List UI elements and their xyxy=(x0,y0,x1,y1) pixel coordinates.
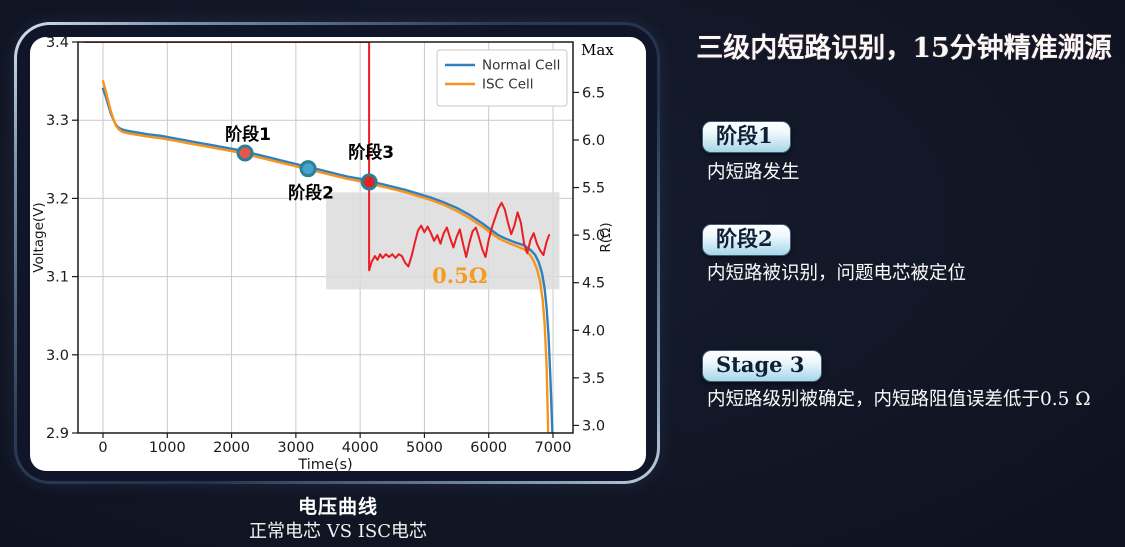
y-left-axis-title: Voltage(V) xyxy=(31,202,47,272)
y-right-tick-label: 4.5 xyxy=(582,276,605,292)
y-left-tick-label: 2.9 xyxy=(46,426,69,442)
y-right-tick-label: 6.5 xyxy=(582,85,605,101)
stage-2-description: 内短路被识别，问题电芯被定位 xyxy=(707,263,967,284)
x-tick-label: 5000 xyxy=(406,440,443,456)
y-left-tick-label: 3.1 xyxy=(46,270,69,286)
y-right-tick-label: 4.0 xyxy=(582,323,605,339)
x-tick-label: 1000 xyxy=(149,440,186,456)
y-left-tick-label: 3.2 xyxy=(46,191,69,207)
y-right-tick-label: 3.5 xyxy=(582,371,605,387)
x-axis-title: Time(s) xyxy=(297,457,352,471)
y-left-tick-label: 3.3 xyxy=(46,113,69,129)
stage-marker-2 xyxy=(299,160,317,178)
x-tick-label: 6000 xyxy=(470,440,507,456)
stage-marker-3 xyxy=(360,173,378,191)
y-right-tick-label: 5.0 xyxy=(582,228,605,244)
x-tick-label: 7000 xyxy=(535,440,572,456)
plot-border xyxy=(77,41,574,434)
x-tick-label: 2000 xyxy=(213,440,250,456)
stage-3-badge: Stage 3 xyxy=(702,350,823,382)
error-band-region xyxy=(326,192,560,290)
x-tick-label: 4000 xyxy=(342,440,379,456)
stage-annotation-label-3: 阶段3 xyxy=(348,142,394,163)
y-right-axis-title: R(Ω) xyxy=(598,222,614,252)
y-left-tick-label: 3.4 xyxy=(46,37,69,51)
y-left-tick-label: 3.0 xyxy=(46,348,69,364)
normal-cell-line xyxy=(101,87,554,433)
x-tick-label: 3000 xyxy=(277,440,314,456)
isc-cell-line xyxy=(101,79,550,433)
isc-resistance-line xyxy=(84,42,551,272)
stage-3-description: 内短路级别被确定，内短路阻值误差低于0.5 Ω xyxy=(707,389,1091,410)
y-right-tick-label: 6.0 xyxy=(582,133,605,149)
legend-label: ISC Cell xyxy=(482,77,534,93)
y-right-tick-label: 3.0 xyxy=(582,418,605,434)
page-title: 三级内短路识别，15分钟精准溯源 xyxy=(696,33,1112,64)
y-right-tick-label: 5.5 xyxy=(582,181,605,197)
figure-caption-subtitle: 正常电芯 VS ISC电芯 xyxy=(249,521,427,542)
resistance-value-label: 0.5Ω xyxy=(432,263,487,288)
figure-caption-title: 电压曲线 xyxy=(297,496,378,518)
stage-1-description: 内短路发生 xyxy=(707,162,800,183)
stage-marker-1 xyxy=(236,144,254,162)
stage-1-badge: 阶段1 xyxy=(702,121,791,153)
line-chart-svg: 0.5Ω 0 1000 2000 3000 4000 5000 6000 7000 3.4 3.3 3… xyxy=(31,37,614,471)
stage-2-badge: 阶段2 xyxy=(702,224,791,256)
stage-annotation-label-1: 阶段1 xyxy=(225,124,271,145)
chart-card: 0.5Ω 0 1000 2000 3000 4000 5000 6000 7000 3.4 3.3 3… xyxy=(30,37,646,471)
x-tick-label: 0 xyxy=(98,440,107,456)
right-axis-max-label: Max xyxy=(581,41,614,59)
legend-label: Normal Cell xyxy=(482,58,560,74)
stage-annotation-label-2: 阶段2 xyxy=(288,183,334,204)
